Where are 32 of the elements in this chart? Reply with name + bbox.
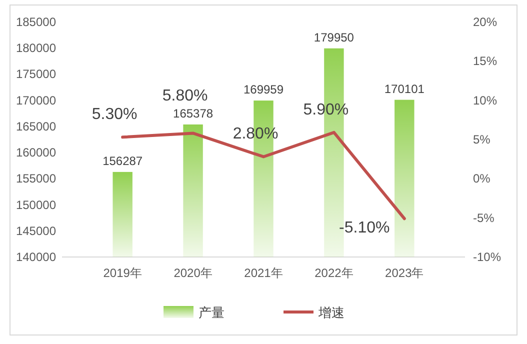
y-tick-label: 175000 xyxy=(16,67,56,82)
x-tick-label: 2019年 xyxy=(103,266,142,280)
legend-label: 增速 xyxy=(318,305,344,320)
y2-tick-label: 15% xyxy=(473,54,498,68)
y-tick-label: 155000 xyxy=(16,172,56,186)
x-tick-label: 2021年 xyxy=(244,266,283,280)
y2-tick-label: 5% xyxy=(473,132,491,146)
y-tick-label: 185000 xyxy=(16,15,56,29)
y2-tick-label: -10% xyxy=(473,250,502,264)
x-tick-label: 2020年 xyxy=(174,266,212,280)
y2-tick-label: 10% xyxy=(473,93,498,108)
data-label: 170101 xyxy=(384,82,425,96)
y2-tick-label: 20% xyxy=(473,15,498,29)
y-tick-label: 150000 xyxy=(16,198,56,212)
data-label: 156287 xyxy=(102,154,143,168)
data-label: -5.10% xyxy=(339,220,390,237)
y-tick-label: 170000 xyxy=(16,93,56,108)
data-label: 179950 xyxy=(314,30,354,44)
y-tick-label: 165000 xyxy=(16,119,56,134)
y-tick-label: 160000 xyxy=(16,146,56,160)
y2-tick-label: -5% xyxy=(473,210,495,225)
y-tick-label: 180000 xyxy=(16,41,56,56)
data-label: 5.80% xyxy=(162,87,208,104)
y-tick-label: 140000 xyxy=(16,250,56,264)
x-tick-label: 2023年 xyxy=(385,266,424,280)
legend-label: 产量 xyxy=(198,305,224,320)
data-label: 169959 xyxy=(243,82,284,97)
x-tick-label: 2022年 xyxy=(314,266,354,280)
data-label: 5.30% xyxy=(92,106,138,124)
data-label: 165378 xyxy=(173,106,214,120)
y2-tick-label: 0% xyxy=(473,172,491,186)
y-tick-label: 145000 xyxy=(16,224,56,238)
